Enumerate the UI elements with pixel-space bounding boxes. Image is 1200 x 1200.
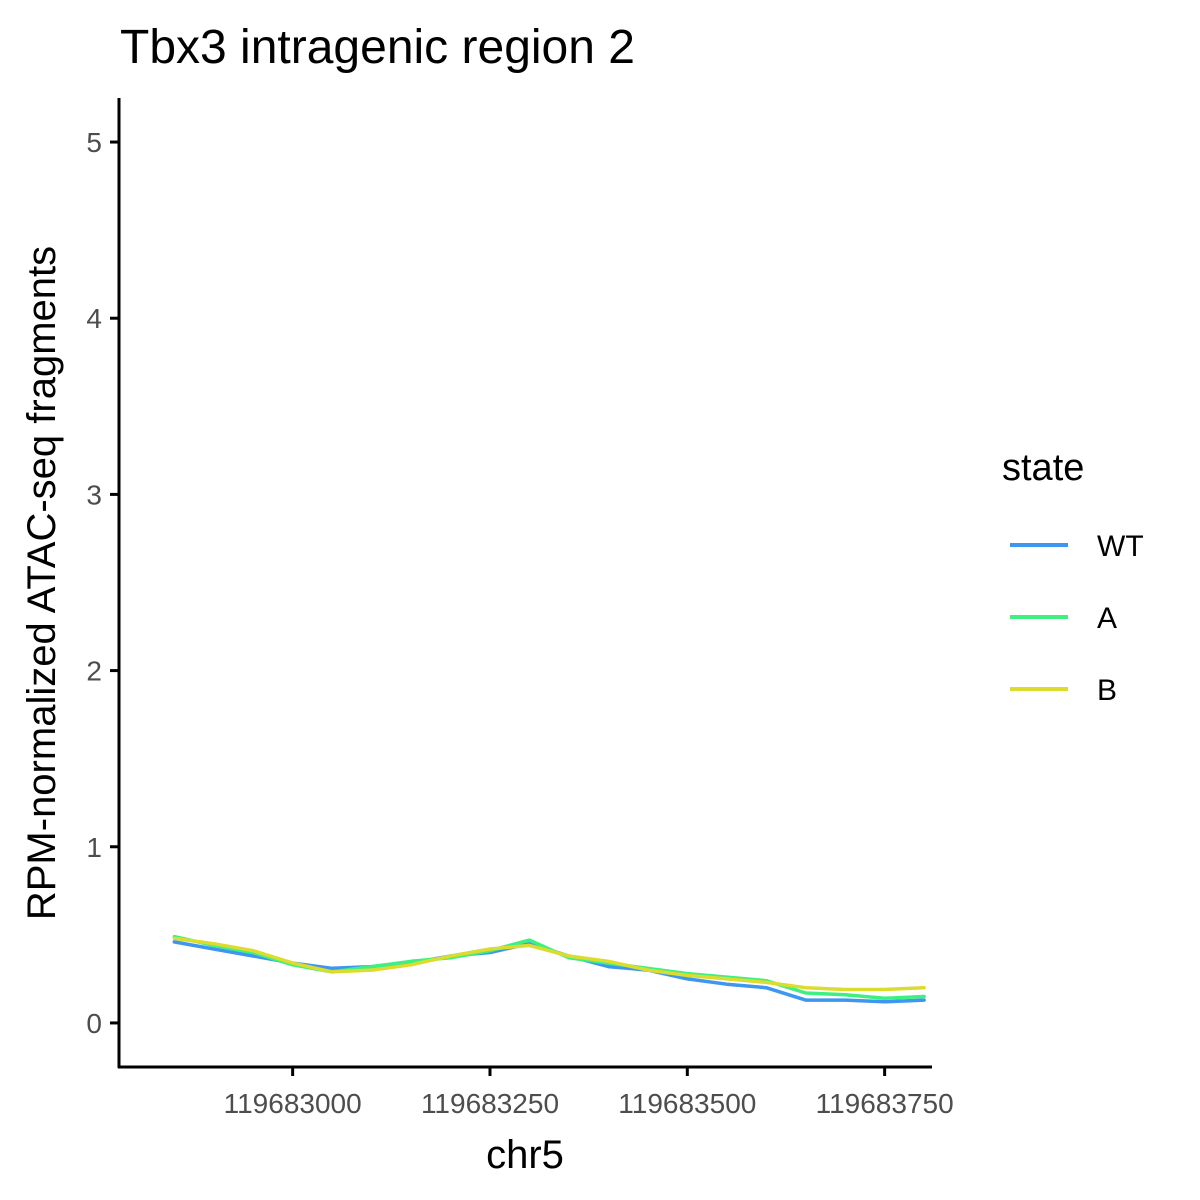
x-tick-label: 119683750 xyxy=(816,1088,954,1119)
y-tick-label: 4 xyxy=(86,303,102,334)
y-tick-label: 5 xyxy=(86,127,102,158)
legend-label-wt: WT xyxy=(1097,530,1144,563)
x-tick-label: 119683250 xyxy=(421,1088,559,1119)
y-tick-label: 1 xyxy=(86,832,102,863)
series-line-b xyxy=(172,936,926,992)
plot-area xyxy=(172,934,926,1004)
x-axis-title: chr5 xyxy=(486,1133,564,1177)
y-tick-label: 2 xyxy=(86,656,102,687)
y-tick-label: 0 xyxy=(86,1008,102,1039)
legend-label-a: A xyxy=(1097,602,1117,635)
y-tick-label: 3 xyxy=(86,479,102,510)
legend-label-b: B xyxy=(1097,674,1117,707)
legend: state WT A B xyxy=(1002,447,1144,707)
chart-title: Tbx3 intragenic region 2 xyxy=(120,21,635,74)
x-axis-ticks: 119683000 119683250 119683500 119683750 xyxy=(224,1067,954,1119)
y-axis-ticks: 0 1 2 3 4 5 xyxy=(86,127,119,1039)
legend-title: state xyxy=(1002,447,1084,489)
x-tick-label: 119683000 xyxy=(224,1088,362,1119)
x-tick-label: 119683500 xyxy=(618,1088,756,1119)
y-axis-title: RPM-normalized ATAC-seq fragments xyxy=(20,246,64,920)
